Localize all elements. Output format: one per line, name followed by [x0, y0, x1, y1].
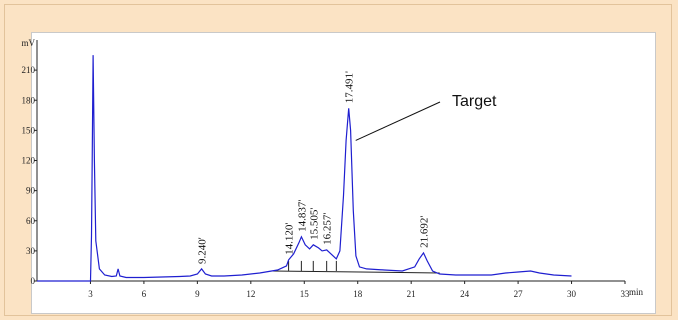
axes: 0 30 60 90 120 150 180 210 mV 3 6 9 12 15 18 21 24 27 30 33… [22, 38, 644, 299]
x-tick-label: 9 [195, 289, 200, 299]
y-tick-label: 60 [26, 216, 36, 226]
y-tick-label: 210 [22, 65, 36, 75]
x-tick-label: 3 [88, 289, 93, 299]
annotation-leader-line [355, 101, 441, 141]
peak-label: 21.692' [419, 216, 431, 248]
annotation-text: Target [452, 93, 497, 110]
x-tick-label: 12 [246, 289, 255, 299]
y-tick-label: 150 [22, 125, 36, 135]
baseline-line [272, 270, 440, 274]
peak-label: 16.257' [322, 213, 334, 245]
y-tick-label: 30 [26, 246, 36, 256]
peak-label: 9.240' [197, 237, 209, 264]
y-tick-label: 120 [22, 156, 36, 166]
x-tick-label: 30 [567, 289, 577, 299]
peak-label: 14.120' [284, 223, 296, 255]
y-tick-label: 90 [26, 186, 36, 196]
figure-frame [4, 4, 672, 316]
y-tick-label: 0 [31, 276, 36, 286]
x-tick-label: 27 [514, 289, 524, 299]
y-axis-label: mV [22, 38, 36, 48]
peak-label: 17.491' [344, 71, 356, 103]
x-tick-label: 33 [621, 289, 631, 299]
peak-label: 15.505' [308, 208, 320, 240]
peak-label: 14.837' [296, 200, 308, 232]
annotation-group: Target [355, 93, 497, 141]
x-axis-label: min [629, 287, 644, 297]
x-tick-label: 21 [407, 289, 416, 299]
x-tick-label: 18 [353, 289, 363, 299]
chromatogram-panel [31, 32, 656, 314]
series-group [37, 55, 572, 282]
peak-labels: 9.240' 14.120'14.837' 15.505' 16.257' 17.491… [197, 71, 431, 264]
x-tick-label: 15 [300, 289, 310, 299]
series-line [37, 55, 572, 282]
y-tick-label: 180 [22, 95, 36, 105]
x-tick-label: 24 [460, 289, 470, 299]
x-tick-label: 6 [142, 289, 147, 299]
integration-baseline [272, 260, 440, 274]
